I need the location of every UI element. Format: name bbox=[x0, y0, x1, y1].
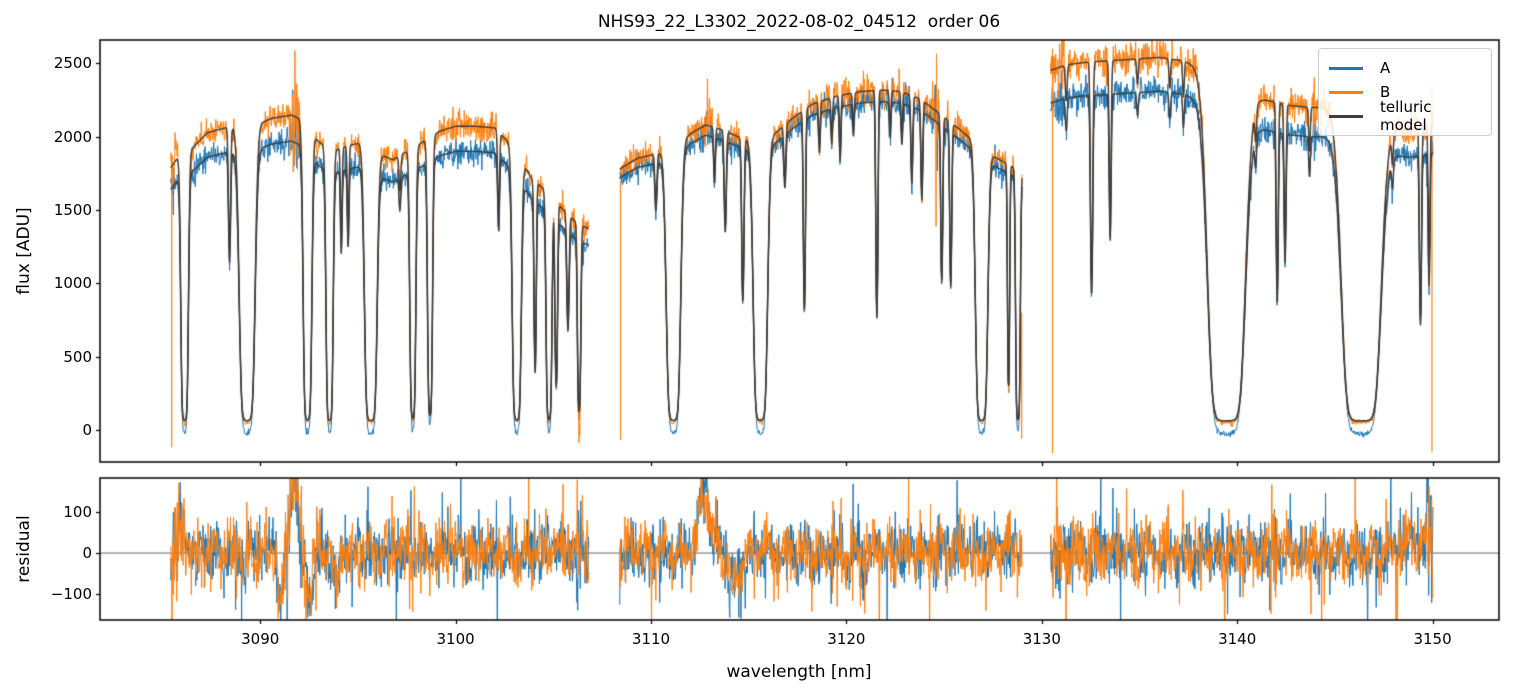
legend-entry-telluric-model: telluric model bbox=[1329, 98, 1481, 134]
x-tick-label: 3140 bbox=[1218, 630, 1257, 648]
flux-tick-label: 2500 bbox=[53, 54, 92, 73]
x-tick-label: 3150 bbox=[1413, 630, 1452, 648]
flux-tick-label: 1500 bbox=[53, 200, 92, 219]
legend-label-telluric-model: telluric model bbox=[1380, 98, 1432, 134]
x-axis-label: wavelength [nm] bbox=[726, 662, 872, 682]
legend-entry-b: B bbox=[1329, 80, 1481, 104]
x-tick-label: 3110 bbox=[631, 630, 671, 648]
plot-title: NHS93_22_L3302_2022-08-02_04512 order 06 bbox=[597, 12, 1001, 32]
legend: A B telluric model bbox=[1318, 48, 1492, 136]
residual-tick-label: 0 bbox=[82, 544, 92, 563]
flux-tick-label: 2000 bbox=[53, 127, 92, 146]
x-tick-label: 3130 bbox=[1022, 630, 1061, 648]
legend-swatch-b bbox=[1329, 90, 1363, 94]
x-tick-label: 3120 bbox=[827, 630, 866, 648]
legend-label-a: A bbox=[1380, 59, 1391, 77]
legend-swatch-a bbox=[1329, 66, 1363, 70]
residual-tick-label: 100 bbox=[63, 503, 92, 522]
x-tick-label: 3100 bbox=[436, 630, 475, 648]
legend-entry-a: A bbox=[1329, 56, 1481, 80]
x-tick-label: 3090 bbox=[241, 630, 280, 648]
legend-swatch-telluric-model bbox=[1329, 114, 1363, 118]
legend-label-b: B bbox=[1380, 83, 1391, 101]
flux-tick-label: 1000 bbox=[53, 274, 92, 293]
residual-tick-label: −100 bbox=[50, 584, 92, 603]
flux-tick-label: 500 bbox=[63, 347, 92, 366]
flux-tick-label: 0 bbox=[82, 420, 92, 439]
